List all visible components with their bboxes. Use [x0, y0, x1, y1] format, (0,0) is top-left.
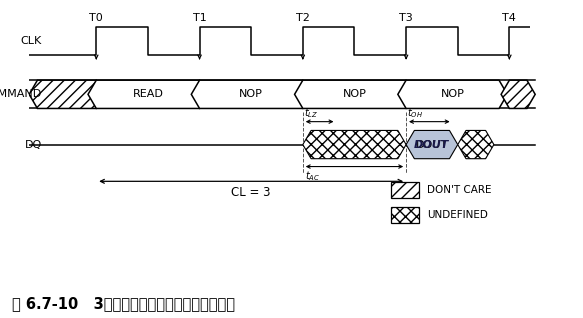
Polygon shape	[191, 80, 311, 108]
Text: DOUT: DOUT	[415, 140, 449, 149]
FancyBboxPatch shape	[391, 207, 419, 223]
Text: $t_{AC}$: $t_{AC}$	[305, 169, 321, 183]
Text: T2: T2	[296, 13, 310, 23]
Text: NOP: NOP	[441, 89, 465, 99]
Polygon shape	[294, 80, 415, 108]
Text: $t_{LZ}$: $t_{LZ}$	[304, 106, 318, 120]
Text: 图 6.7-10   3个时钟周期潜伏期的数据读出时序: 图 6.7-10 3个时钟周期潜伏期的数据读出时序	[12, 297, 235, 312]
Polygon shape	[501, 80, 535, 108]
Polygon shape	[88, 80, 208, 108]
Polygon shape	[303, 130, 406, 159]
Text: T4: T4	[503, 13, 517, 23]
Text: NOP: NOP	[239, 89, 263, 99]
Polygon shape	[398, 80, 507, 108]
Text: $t_{OH}$: $t_{OH}$	[407, 106, 423, 120]
Text: UNDEFINED: UNDEFINED	[427, 210, 487, 220]
Polygon shape	[406, 130, 458, 159]
Text: COMMAND: COMMAND	[0, 89, 42, 99]
FancyBboxPatch shape	[391, 182, 419, 198]
Text: DON'T CARE: DON'T CARE	[427, 185, 491, 195]
Text: NOP: NOP	[343, 89, 366, 99]
Text: T1: T1	[192, 13, 206, 23]
Polygon shape	[29, 80, 104, 108]
Polygon shape	[458, 130, 494, 159]
Text: DOUT: DOUT	[416, 140, 448, 149]
Text: CL = 3: CL = 3	[231, 186, 271, 199]
Text: T0: T0	[89, 13, 103, 23]
Text: CLK: CLK	[21, 36, 42, 46]
Text: T3: T3	[399, 13, 413, 23]
Text: READ: READ	[132, 89, 163, 99]
Text: DQ: DQ	[25, 140, 42, 149]
